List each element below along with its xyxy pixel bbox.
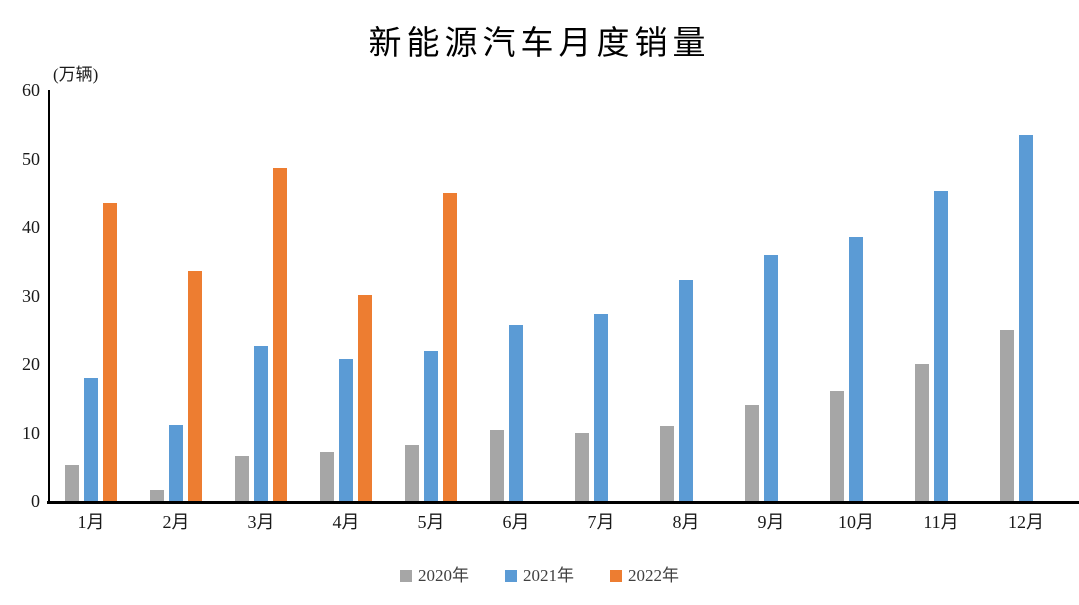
bar-2022年-2月 xyxy=(188,270,202,501)
chart-title: 新能源汽车月度销量 xyxy=(368,26,711,62)
legend-label: 2022年 xyxy=(628,566,679,585)
x-tick-label-6月: 6月 xyxy=(502,512,530,532)
x-tick-label-10月: 10月 xyxy=(838,512,874,532)
legend-item-2021年: 2021年 xyxy=(505,567,574,585)
bar-2021年-9月 xyxy=(764,255,778,501)
bar-2022年-3月 xyxy=(273,168,287,501)
legend-swatch-icon xyxy=(400,570,412,582)
legend-label: 2021年 xyxy=(523,566,574,585)
x-tick-label-1月: 1月 xyxy=(77,512,105,532)
x-tick-label-5月: 5月 xyxy=(417,512,445,532)
y-tick-label-40: 40 xyxy=(22,217,40,237)
bar-2020年-10月 xyxy=(830,390,844,501)
y-tick-label-60: 60 xyxy=(22,80,40,100)
legend-item-2022年: 2022年 xyxy=(610,567,679,585)
bar-2020年-7月 xyxy=(575,433,589,501)
bar-2021年-5月 xyxy=(424,350,438,501)
bar-2021年-11月 xyxy=(934,190,948,501)
x-tick-label-7月: 7月 xyxy=(587,512,615,532)
y-axis-unit-label: (万辆) xyxy=(53,65,99,84)
bar-2020年-11月 xyxy=(915,364,929,501)
legend-swatch-icon xyxy=(505,570,517,582)
bar-2021年-4月 xyxy=(339,359,353,501)
bar-2020年-12月 xyxy=(1000,329,1014,501)
bar-2020年-8月 xyxy=(660,426,674,501)
x-tick-label-8月: 8月 xyxy=(672,512,700,532)
bar-2020年-2月 xyxy=(150,490,164,501)
x-tick-label-3月: 3月 xyxy=(247,512,275,532)
bar-2020年-6月 xyxy=(490,430,504,501)
bar-2021年-3月 xyxy=(254,346,268,501)
x-axis-line xyxy=(47,501,1079,504)
bar-2022年-5月 xyxy=(443,192,457,501)
bar-2022年-4月 xyxy=(358,294,372,501)
legend-item-2020年: 2020年 xyxy=(400,567,469,585)
bar-2021年-6月 xyxy=(509,324,523,501)
y-tick-label-50: 50 xyxy=(22,148,40,169)
y-tick-label-20: 20 xyxy=(22,354,40,374)
bar-2020年-5月 xyxy=(405,444,419,501)
bar-2021年-8月 xyxy=(679,280,693,501)
bar-2021年-10月 xyxy=(849,237,863,501)
legend-swatch-icon xyxy=(610,570,622,582)
bar-2020年-9月 xyxy=(745,405,759,501)
x-tick-label-2月: 2月 xyxy=(162,512,190,532)
x-tick-label-11月: 11月 xyxy=(923,512,959,532)
bar-2020年-1月 xyxy=(65,464,79,501)
bar-2021年-12月 xyxy=(1019,134,1033,501)
bar-2021年-7月 xyxy=(594,313,608,501)
x-tick-label-9月: 9月 xyxy=(757,512,785,532)
y-tick-label-30: 30 xyxy=(22,285,40,306)
bar-2022年-1月 xyxy=(103,203,117,501)
legend: 2020年 2021年 2022年 xyxy=(0,564,1079,588)
bar-2020年-3月 xyxy=(235,456,249,501)
y-tick-label-10: 10 xyxy=(22,422,40,443)
bar-2021年-1月 xyxy=(84,377,98,501)
bar-2020年-4月 xyxy=(320,451,334,501)
x-tick-label-12月: 12月 xyxy=(1008,512,1044,532)
y-axis-line xyxy=(48,90,50,502)
y-tick-label-0: 0 xyxy=(31,491,40,511)
legend-label: 2020年 xyxy=(418,566,469,585)
x-tick-label-4月: 4月 xyxy=(332,512,360,532)
bar-2021年-2月 xyxy=(169,424,183,501)
